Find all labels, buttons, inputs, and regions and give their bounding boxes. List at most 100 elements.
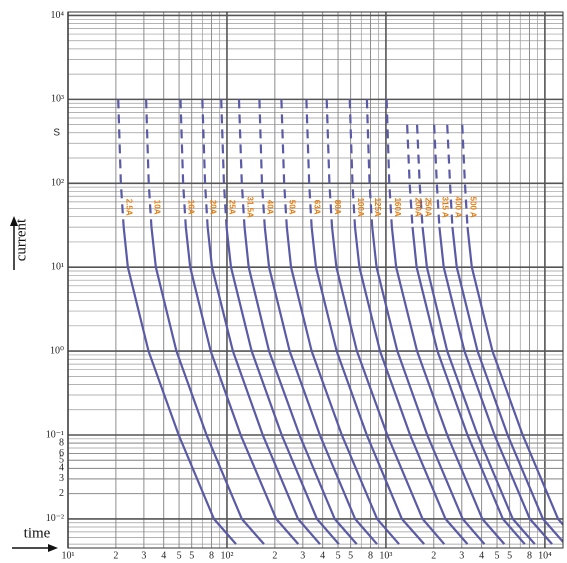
curve-solid [285,227,400,545]
curve-solid [122,227,237,545]
curve-label: 400 A [453,197,462,218]
plot-frame [67,11,564,549]
curve-solid [411,227,526,545]
curve-solid [206,227,321,545]
x-tick-label: 3 [300,550,305,561]
x-tick-label: 10³ [379,550,392,561]
x-tick-label: 2 [113,550,118,561]
curve-label: 250A [423,198,432,217]
curve-dashed [280,99,288,228]
curve-solid [184,227,300,545]
curve-dashed [145,99,153,228]
curve-solid [371,227,486,545]
x-tick-label: 4 [320,550,325,561]
x-tick-label: 8 [209,550,214,561]
curve-dashed [179,99,187,228]
curve-label: 10A [152,200,161,215]
curve-dashed [220,99,228,228]
y-tick-label: 10⁰ [50,345,64,356]
x-tick-label: 10⁴ [538,550,552,561]
x-tick-label: 5 [348,550,353,561]
labels: 10¹ 2 3 4 5 5 8 10² 2 3 4 5 5 8 10³ 2 3 4 5 5 8 10⁴10⁴10³10²1… [46,10,552,562]
curve-dashed [365,99,374,228]
curve-solid [330,227,446,545]
x-axis-title: time [24,525,51,541]
x-tick-label: 4 [161,550,166,561]
x-tick-label: 5 [177,550,182,561]
y-tick-label: 10² [51,178,64,189]
y-tick-label: 10⁻² [46,513,64,524]
y-tick-label: 6 [59,448,64,459]
curve-solid [353,227,469,545]
x-tick-label: 5 [336,550,341,561]
curve-dashed [117,99,125,228]
curve-dashed [325,99,334,228]
x-tick-label: 8 [527,550,532,561]
y-tick-label: 3 [59,473,64,484]
y-tick-label: 4 [59,463,64,474]
curve-solid [390,227,506,545]
curve-dashed [406,124,414,228]
curve-solid [451,227,563,544]
curve-solid [421,227,536,545]
y-tick-label: 5 [59,455,64,466]
curve-label: 160A [393,198,402,217]
y-tick-label: 10³ [51,94,64,105]
y-tick-label: 8 [59,437,64,448]
curve-solid [243,227,358,545]
curve-dashed [348,99,357,228]
x-axis-arrowhead [48,544,58,552]
curve-dashed [201,99,209,228]
curve-label: 25A [227,200,236,215]
curve-dashed [385,99,393,228]
curve-label: 315 A [440,197,449,218]
x-tick-label: 5 [189,550,194,561]
y-tick-label: 10⁴ [51,10,65,21]
x-tick-label: 2 [272,550,277,561]
curve-solid [263,227,378,545]
curve-dashed [258,99,266,228]
curve-dashed [433,124,441,228]
curve-solid [310,227,425,545]
x-tick-label: 5 [507,550,512,561]
curve-solid [438,227,553,545]
y-axis-title: current [13,218,29,261]
curve-solid [466,227,563,527]
curve-label: 80A [333,200,342,215]
x-tick-label: 5 [495,550,500,561]
curve-label: 125A [373,198,382,217]
curve-dashed [237,99,246,228]
x-tick-label: 2 [431,550,436,561]
curve-dashed [415,124,424,228]
curves [117,99,563,545]
curve-label: 200A [413,198,422,217]
curve-label: 40A [266,200,275,215]
curve-dashed [461,124,469,228]
x-tick-label: 3 [141,550,146,561]
x-tick-label: 3 [459,550,464,561]
annotation: S [53,127,60,138]
curve-label: 20A [209,200,218,215]
y-tick-label: 2 [59,488,64,499]
x-tick-label: 4 [479,550,484,561]
curve-solid [150,227,265,545]
curve-dashed [446,124,454,228]
curve-label: 50A [288,200,297,215]
curve-solid [225,227,340,545]
curve-label: 2.5A [125,199,134,216]
curve-label: 63A [313,200,322,215]
curve-label: 31.5A [245,196,254,218]
curve-label: 16A [187,200,196,215]
x-tick-label: 10² [220,550,233,561]
curve-label: 100A [356,198,365,217]
x-tick-label: 8 [368,550,373,561]
curve-label: 500 A [468,197,477,218]
y-tick-label: 10⁻¹ [46,429,64,440]
x-tick-label: 10¹ [62,550,75,561]
y-tick-label: 10¹ [51,261,64,272]
curve-dashed [305,99,313,228]
y-axis-arrowhead [10,216,18,226]
